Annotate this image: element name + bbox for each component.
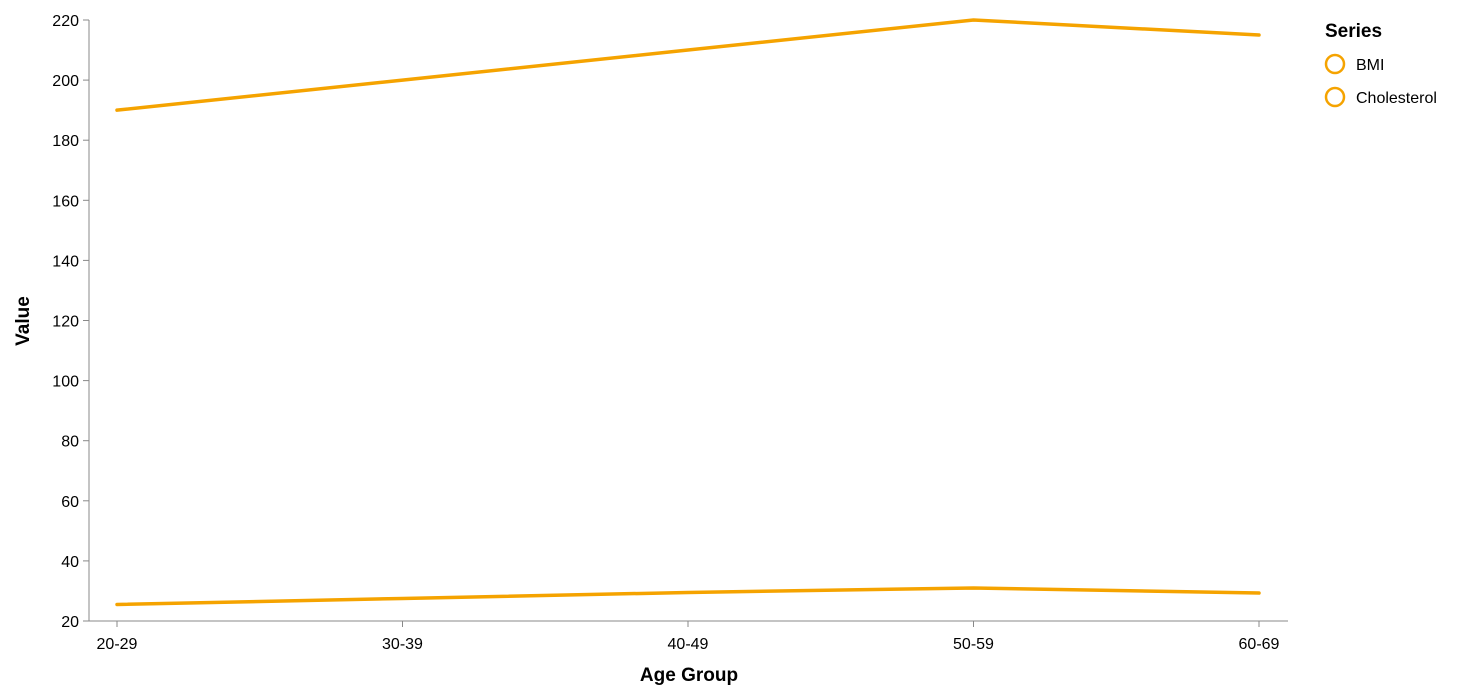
series-line-cholesterol (115, 18, 1261, 112)
x-tick-label: 50-59 (953, 636, 994, 653)
y-tick-label: 100 (52, 374, 79, 391)
series-layer (115, 18, 1261, 607)
x-tick-label: 60-69 (1239, 636, 1280, 653)
legend-symbol (1324, 86, 1346, 108)
legend-label: Cholesterol (1356, 90, 1437, 107)
y-tick-label: 180 (52, 133, 79, 150)
y-tick-label: 220 (52, 13, 79, 30)
y-tick-label: 140 (52, 253, 79, 270)
y-tick-label: 200 (52, 73, 79, 90)
x-tick-label: 20-29 (97, 636, 138, 653)
y-tick-label: 120 (52, 314, 79, 331)
x-tick-label: 30-39 (382, 636, 423, 653)
y-tick-label: 40 (61, 554, 79, 571)
x-tick-label: 40-49 (668, 636, 709, 653)
x-axis-title: Age Group (640, 665, 738, 686)
legend-label: BMI (1356, 57, 1384, 74)
y-axis: 20 40 60 80 100 120 140 160 180 200 220 (52, 13, 90, 631)
y-tick-label: 80 (61, 434, 79, 451)
x-axis: 20-29 30-39 40-49 50-59 60-69 (89, 620, 1288, 653)
series-line-bmi (115, 586, 1261, 607)
y-axis-title: Value (13, 296, 34, 346)
y-tick-label: 160 (52, 193, 79, 210)
legend-title: Series (1325, 21, 1382, 42)
legend-symbol (1324, 53, 1346, 75)
legend: Series BMI Cholesterol (1324, 21, 1437, 108)
y-tick-label: 20 (61, 614, 79, 631)
y-tick-label: 60 (61, 494, 79, 511)
